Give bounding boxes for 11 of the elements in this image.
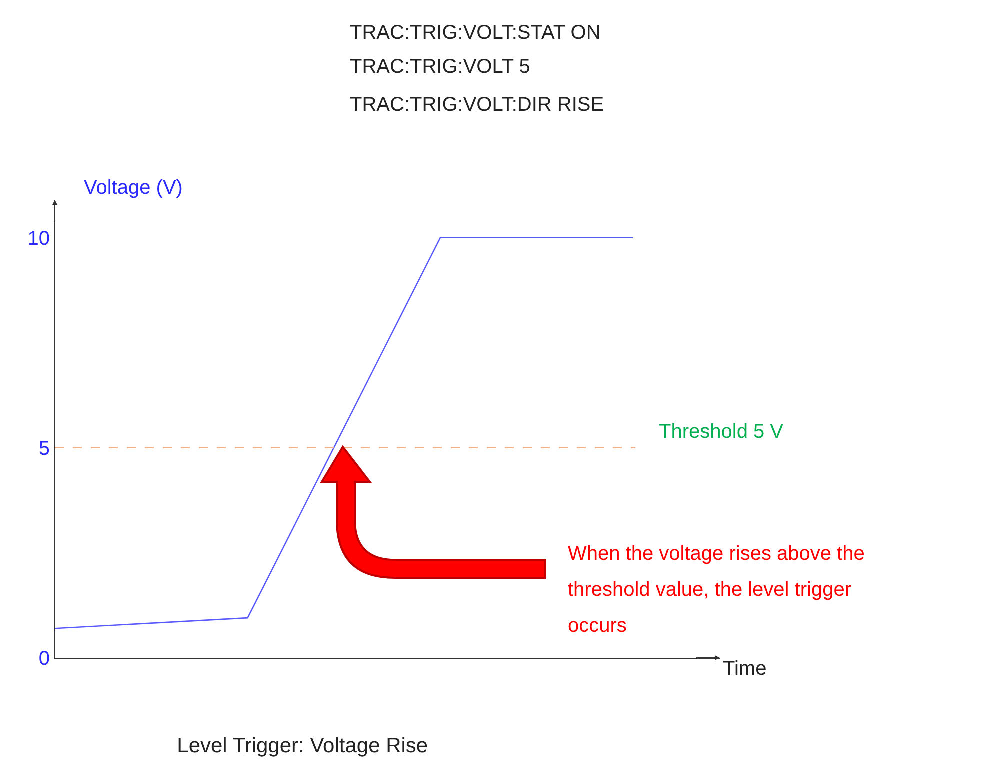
y-tick-label: 10 [28, 228, 50, 250]
y-tick-label: 5 [38, 438, 50, 460]
text: TRAC:TRIG:VOLT:DIR RISE [350, 94, 604, 116]
y-tick-label: 0 [38, 648, 50, 670]
text: Level Trigger: Voltage Rise [177, 734, 428, 758]
ref-line-label: Threshold 5 V [659, 421, 784, 443]
text: TRAC:TRIG:VOLT:STAT ON [350, 22, 601, 44]
annotation: When the voltage rises above the threshold value, the level trigger occurs [568, 542, 866, 639]
y-axis-title: Voltage (V) [84, 177, 183, 199]
x-axis-title: Time [723, 658, 767, 680]
text: TRAC:TRIG:VOLT 5 [350, 56, 530, 78]
